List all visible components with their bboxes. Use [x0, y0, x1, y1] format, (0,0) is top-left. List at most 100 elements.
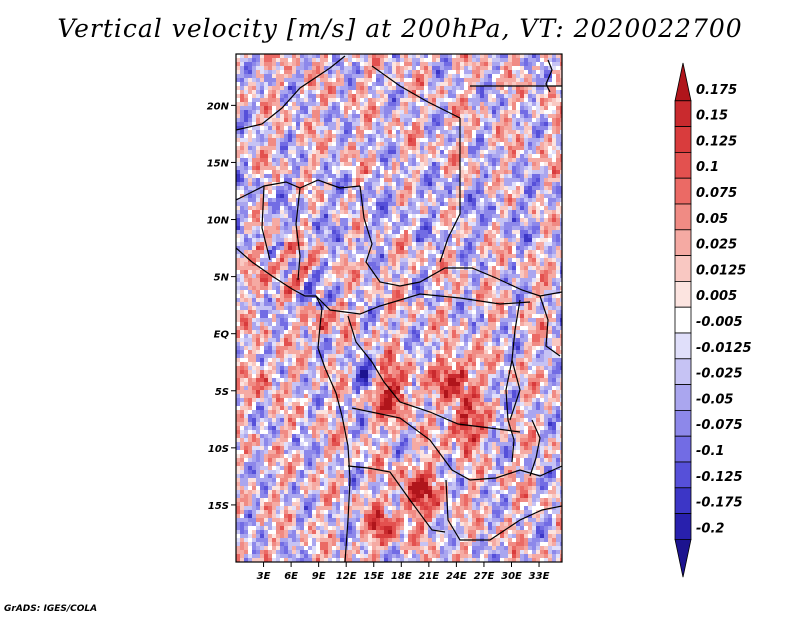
field-cell [296, 230, 301, 235]
field-cell [396, 94, 401, 99]
field-cell [236, 286, 241, 291]
field-cell [296, 250, 301, 255]
field-cell [516, 290, 521, 295]
field-cell [480, 294, 485, 299]
field-cell [384, 254, 389, 259]
field-cell [240, 86, 245, 91]
field-cell [296, 170, 301, 175]
field-cell [328, 254, 333, 259]
field-cell [496, 106, 501, 111]
field-cell [432, 98, 437, 103]
field-cell [392, 158, 397, 163]
field-cell [340, 218, 345, 223]
field-cell [240, 146, 245, 151]
field-cell [248, 166, 253, 171]
field-cell [424, 114, 429, 119]
field-cell [328, 150, 333, 155]
field-cell [352, 246, 357, 251]
field-cell [420, 118, 425, 123]
field-cell [404, 146, 409, 151]
field-cell [456, 194, 461, 199]
field-cell [340, 66, 345, 71]
field-cell [376, 206, 381, 211]
field-cell [236, 90, 241, 95]
field-cell [284, 278, 289, 283]
field-cell [320, 58, 325, 63]
field-cell [460, 86, 465, 91]
field-cell [544, 110, 549, 115]
field-cell [356, 262, 361, 267]
field-cell [484, 82, 489, 87]
field-cell [336, 282, 341, 287]
field-cell [312, 282, 317, 287]
field-cell [384, 162, 389, 167]
field-cell [552, 266, 557, 271]
field-cell [512, 154, 517, 159]
field-cell [448, 218, 453, 223]
field-cell [308, 66, 313, 71]
field-cell [460, 286, 465, 291]
field-cell [416, 286, 421, 291]
field-cell [560, 82, 562, 87]
field-cell [276, 118, 281, 123]
field-cell [548, 202, 553, 207]
field-cell [304, 210, 309, 215]
field-cell [264, 182, 269, 187]
field-cell [424, 194, 429, 199]
field-cell [292, 126, 297, 131]
field-cell [528, 174, 533, 179]
field-cell [492, 170, 497, 175]
field-cell [376, 218, 381, 223]
field-cell [268, 70, 273, 75]
field-cell [472, 202, 477, 207]
field-cell [500, 110, 505, 115]
field-cell [336, 194, 341, 199]
field-cell [336, 166, 341, 171]
field-cell [552, 250, 557, 255]
field-cell [340, 262, 345, 267]
field-cell [236, 134, 241, 139]
field-cell [388, 78, 393, 83]
field-cell [376, 78, 381, 83]
field-cell [280, 70, 285, 75]
field-cell [512, 222, 517, 227]
field-cell [532, 242, 537, 247]
field-cell [560, 182, 562, 187]
field-cell [360, 94, 365, 99]
field-cell [296, 150, 301, 155]
field-cell [248, 90, 253, 95]
field-cell [236, 142, 241, 147]
field-cell [404, 266, 409, 271]
field-cell [392, 262, 397, 267]
field-cell [344, 54, 349, 59]
field-cell [292, 274, 297, 279]
field-cell [340, 78, 345, 83]
field-cell [380, 102, 385, 107]
field-cell [308, 74, 313, 79]
field-cell [236, 62, 241, 67]
field-cell [528, 186, 533, 191]
field-cell [408, 226, 413, 231]
field-cell [236, 294, 241, 299]
field-cell [516, 210, 521, 215]
field-cell [376, 130, 381, 135]
field-cell [412, 274, 417, 279]
field-cell [244, 150, 249, 155]
field-cell [384, 66, 389, 71]
field-cell [460, 82, 465, 87]
field-cell [304, 258, 309, 263]
field-cell [520, 294, 525, 299]
field-cell [392, 226, 397, 231]
field-cell [248, 286, 253, 291]
field-cell [452, 258, 457, 263]
field-cell [352, 134, 357, 139]
field-cell [432, 266, 437, 271]
field-cell [520, 54, 525, 59]
field-cell [336, 254, 341, 259]
field-cell [408, 166, 413, 171]
field-cell [304, 74, 309, 79]
field-cell [244, 214, 249, 219]
field-cell [444, 282, 449, 287]
field-cell [256, 186, 261, 191]
field-cell [276, 218, 281, 223]
